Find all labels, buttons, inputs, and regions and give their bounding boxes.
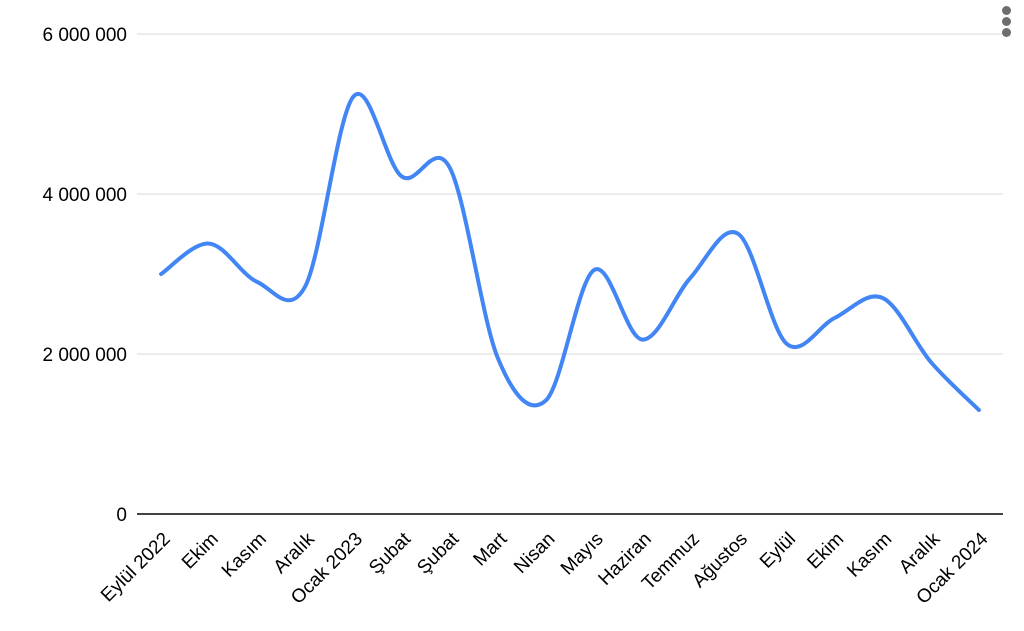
x-axis-tick-label: Eylül 2022 (97, 529, 175, 607)
y-axis-tick-label: 0 (116, 505, 127, 526)
x-axis-tick-label: Kasım (843, 529, 896, 582)
x-axis-tick-label: Şubat (413, 528, 463, 578)
chart-options-button[interactable] (991, 4, 1021, 42)
more-vertical-icon (1001, 17, 1011, 26)
y-axis-tick-label: 2 000 000 (42, 345, 127, 366)
y-axis-tick-label: 6 000 000 (42, 25, 127, 46)
more-vertical-icon (1001, 6, 1011, 15)
more-vertical-icon (1001, 28, 1011, 37)
x-axis-tick-label: Ekim (178, 529, 223, 574)
x-axis-tick-label: Şubat (365, 528, 415, 578)
y-axis-tick-labels: 0 2 000 000 4 000 000 6 000 000 (42, 25, 127, 526)
x-axis-tick-label: Eylül (756, 529, 800, 573)
x-axis-tick-label: Nisan (510, 529, 559, 578)
x-axis-tick-label: Mart (470, 528, 512, 570)
y-axis-tick-label: 4 000 000 (42, 185, 127, 206)
gridlines (137, 33, 1003, 515)
series-line (159, 91, 981, 412)
x-axis-tick-label: Kasım (218, 529, 271, 582)
x-axis-tick-label: Ekim (803, 529, 848, 574)
